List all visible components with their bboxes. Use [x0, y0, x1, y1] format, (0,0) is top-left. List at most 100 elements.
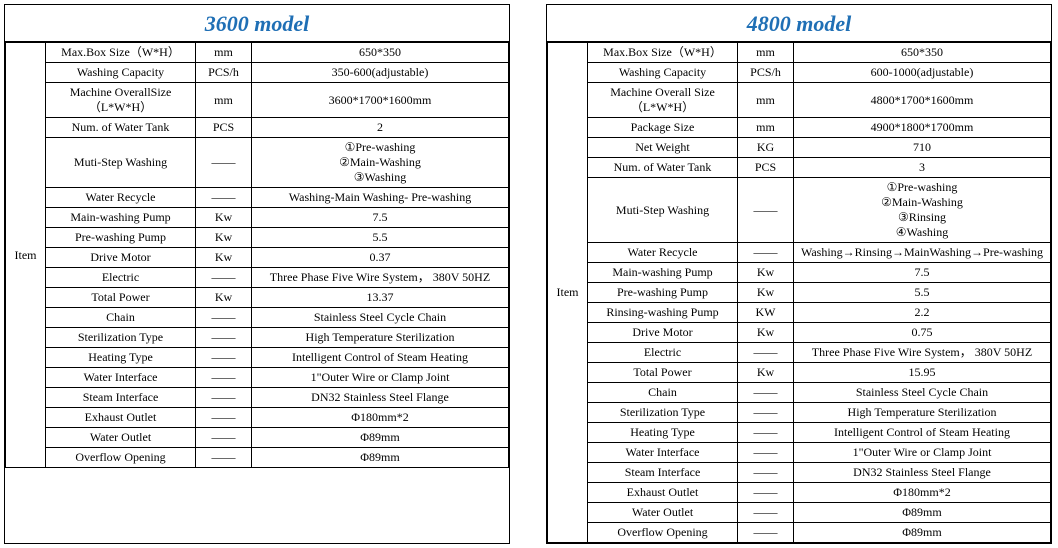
spec-label: Pre-washing Pump — [46, 228, 196, 248]
panel-4800: 4800 model ItemMax.Box Size（W*H）mm650*35… — [546, 4, 1052, 544]
spec-value: 5.5 — [794, 283, 1051, 303]
spec-label: Water Interface — [46, 368, 196, 388]
spec-value: 0.75 — [794, 323, 1051, 343]
spec-label: Sterilization Type — [46, 328, 196, 348]
table-row: Pre-washing PumpKw5.5 — [6, 228, 509, 248]
spec-label: Total Power — [588, 363, 738, 383]
spec-unit: —— — [196, 408, 252, 428]
spec-unit: —— — [738, 343, 794, 363]
spec-label: Water Recycle — [46, 188, 196, 208]
spec-label: Washing Capacity — [46, 63, 196, 83]
spec-unit: —— — [196, 138, 252, 188]
spec-label: Overflow Opening — [588, 523, 738, 543]
table-row: Drive MotorKw0.37 — [6, 248, 509, 268]
spec-value: 1"Outer Wire or Clamp Joint — [252, 368, 509, 388]
spec-unit: —— — [196, 268, 252, 288]
spec-label: Exhaust Outlet — [588, 483, 738, 503]
spec-label: Water Interface — [588, 443, 738, 463]
spec-value: 1"Outer Wire or Clamp Joint — [794, 443, 1051, 463]
table-row: Chain——Stainless Steel Cycle Chain — [548, 383, 1051, 403]
table-row: Total PowerKw13.37 — [6, 288, 509, 308]
table-row: Water Recycle——Washing→Rinsing→MainWashi… — [548, 243, 1051, 263]
spec-unit: —— — [738, 423, 794, 443]
spec-label: Chain — [46, 308, 196, 328]
table-row: Washing CapacityPCS/h350-600(adjustable) — [6, 63, 509, 83]
table-row: Steam Interface——DN32 Stainless Steel Fl… — [548, 463, 1051, 483]
spec-unit: mm — [738, 118, 794, 138]
spec-label: Package Size — [588, 118, 738, 138]
spec-label: Sterilization Type — [588, 403, 738, 423]
spec-unit: Kw — [196, 288, 252, 308]
spec-label: Num. of Water Tank — [588, 158, 738, 178]
spec-unit: —— — [196, 328, 252, 348]
spec-value: Φ89mm — [252, 448, 509, 468]
spec-label: Machine OverallSize（L*W*H） — [46, 83, 196, 118]
spec-unit: —— — [738, 503, 794, 523]
table-row: Total PowerKw15.95 — [548, 363, 1051, 383]
spec-value: 350-600(adjustable) — [252, 63, 509, 83]
spec-value: 650*350 — [794, 43, 1051, 63]
spec-unit: —— — [196, 388, 252, 408]
spec-value: 3600*1700*1600mm — [252, 83, 509, 118]
spec-value: Three Phase Five Wire System， 380V 50HZ — [252, 268, 509, 288]
table-4800: ItemMax.Box Size（W*H）mm650*350Washing Ca… — [547, 42, 1051, 543]
spec-unit: —— — [738, 463, 794, 483]
panel-4800-title: 4800 model — [547, 5, 1051, 42]
spec-label: Num. of Water Tank — [46, 118, 196, 138]
spec-value: DN32 Stainless Steel Flange — [252, 388, 509, 408]
spec-value: Three Phase Five Wire System， 380V 50HZ — [794, 343, 1051, 363]
spec-label: Electric — [588, 343, 738, 363]
spec-value: 2.2 — [794, 303, 1051, 323]
table-row: Sterilization Type——High Temperature Ste… — [6, 328, 509, 348]
spec-label: Muti-Step Washing — [588, 178, 738, 243]
spec-unit: —— — [196, 428, 252, 448]
table-row: Main-washing PumpKw7.5 — [548, 263, 1051, 283]
spec-label: Chain — [588, 383, 738, 403]
spec-value: Stainless Steel Cycle Chain — [794, 383, 1051, 403]
spec-value: 650*350 — [252, 43, 509, 63]
spec-unit: mm — [738, 43, 794, 63]
spec-value: Stainless Steel Cycle Chain — [252, 308, 509, 328]
spec-value: 15.95 — [794, 363, 1051, 383]
spec-label: Overflow Opening — [46, 448, 196, 468]
spec-unit: Kw — [738, 263, 794, 283]
table-row: Num. of Water TankPCS3 — [548, 158, 1051, 178]
spec-unit: PCS/h — [738, 63, 794, 83]
table-row: Drive MotorKw0.75 — [548, 323, 1051, 343]
rowhead-item: Item — [548, 43, 588, 543]
spec-value: Φ89mm — [252, 428, 509, 448]
spec-value: 5.5 — [252, 228, 509, 248]
table-row: Exhaust Outlet——Φ180mm*2 — [548, 483, 1051, 503]
spec-value: Intelligent Control of Steam Heating — [252, 348, 509, 368]
spec-label: Max.Box Size（W*H） — [46, 43, 196, 63]
spec-value: 0.37 — [252, 248, 509, 268]
spec-value: DN32 Stainless Steel Flange — [794, 463, 1051, 483]
spec-label: Exhaust Outlet — [46, 408, 196, 428]
spec-value: 4800*1700*1600mm — [794, 83, 1051, 118]
spec-value: Washing→Rinsing→MainWashing→Pre-washing — [794, 243, 1051, 263]
spec-unit: —— — [738, 178, 794, 243]
spec-value: Φ180mm*2 — [252, 408, 509, 428]
spec-unit: Kw — [196, 228, 252, 248]
spec-label: Heating Type — [46, 348, 196, 368]
table-row: Rinsing-washing PumpKW2.2 — [548, 303, 1051, 323]
table-row: Heating Type——Intelligent Control of Ste… — [6, 348, 509, 368]
spec-unit: mm — [196, 83, 252, 118]
spec-unit: Kw — [738, 283, 794, 303]
spec-label: Drive Motor — [46, 248, 196, 268]
spec-unit: —— — [196, 348, 252, 368]
table-row: Sterilization Type——High Temperature Ste… — [548, 403, 1051, 423]
table-row: Package Sizemm4900*1800*1700mm — [548, 118, 1051, 138]
spec-unit: Kw — [738, 323, 794, 343]
spec-unit: PCS/h — [196, 63, 252, 83]
spec-unit: PCS — [738, 158, 794, 178]
table-row: Muti-Step Washing——①Pre-washing②Main-Was… — [6, 138, 509, 188]
spec-unit: Kw — [196, 248, 252, 268]
table-row: Heating Type——Intelligent Control of Ste… — [548, 423, 1051, 443]
spec-value: 600-1000(adjustable) — [794, 63, 1051, 83]
spec-label: Main-washing Pump — [46, 208, 196, 228]
spec-value: Φ89mm — [794, 523, 1051, 543]
table-row: Main-washing PumpKw7.5 — [6, 208, 509, 228]
table-3600: ItemMax.Box Size（W*H）mm650*350Washing Ca… — [5, 42, 509, 468]
spec-unit: Kw — [196, 208, 252, 228]
